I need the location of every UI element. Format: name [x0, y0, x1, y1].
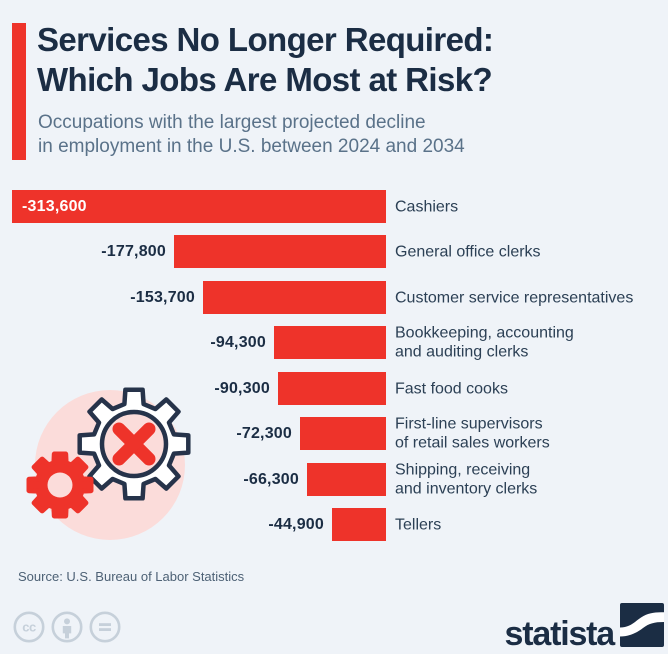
bar-category-label: Shipping, receiving and inventory clerks: [395, 461, 538, 498]
bar: [307, 463, 386, 496]
bar-value-label: -153,700: [130, 289, 195, 306]
bar: [274, 326, 386, 359]
bar-category-label: First-line supervisors of retail sales wo…: [395, 415, 550, 452]
bar-category-label: Customer service representatives: [395, 288, 634, 306]
bar-category-label: Cashiers: [395, 197, 459, 215]
bar-value-label: -313,600: [22, 198, 87, 215]
subtitle-line-2: in employment in the U.S. between 2024 a…: [38, 136, 465, 157]
bar: [174, 235, 386, 268]
gears-illustration: [26, 387, 191, 540]
source-text: Source: U.S. Bureau of Labor Statistics: [18, 569, 245, 584]
bar-value-label: -90,300: [214, 380, 270, 397]
statista-logo[interactable]: statista: [505, 603, 664, 651]
chart-subtitle: Occupations with the largest projected d…: [38, 111, 465, 159]
bar: -313,600: [12, 190, 386, 223]
statista-mark-icon: [620, 603, 664, 647]
no-derivatives-icon[interactable]: [89, 611, 121, 643]
bar: [300, 417, 386, 450]
subtitle-line-1: Occupations with the largest projected d…: [38, 112, 426, 133]
bar-value-label: -72,300: [236, 425, 292, 442]
bar-category-label: Fast food cooks: [395, 379, 508, 397]
bar-value-label: -177,800: [101, 243, 166, 260]
bar: [278, 372, 386, 405]
page-title: Services No Longer Required: Which Jobs …: [37, 20, 494, 100]
title-line-1: Services No Longer Required:: [37, 21, 494, 58]
small-gear-hub: [47, 472, 73, 498]
bar: [203, 281, 386, 314]
svg-text:cc: cc: [22, 620, 36, 635]
title-line-2: Which Jobs Are Most at Risk?: [37, 61, 493, 98]
bar-category-label: Tellers: [395, 515, 442, 533]
bar-value-label: -66,300: [243, 471, 299, 488]
bar-category-label: General office clerks: [395, 242, 541, 260]
title-accent-bar: [12, 23, 26, 160]
attribution-icon[interactable]: [51, 611, 83, 643]
bar-category-label: Bookkeeping, accounting and auditing cler…: [395, 324, 574, 361]
cc-icon[interactable]: cc: [13, 611, 45, 643]
bar-value-label: -94,300: [210, 334, 266, 351]
x-mark-icon: [112, 422, 156, 466]
license-icons: cc: [13, 611, 121, 643]
bar-value-label: -44,900: [268, 516, 324, 533]
statista-wordmark: statista: [504, 615, 616, 653]
bar: [332, 508, 386, 541]
